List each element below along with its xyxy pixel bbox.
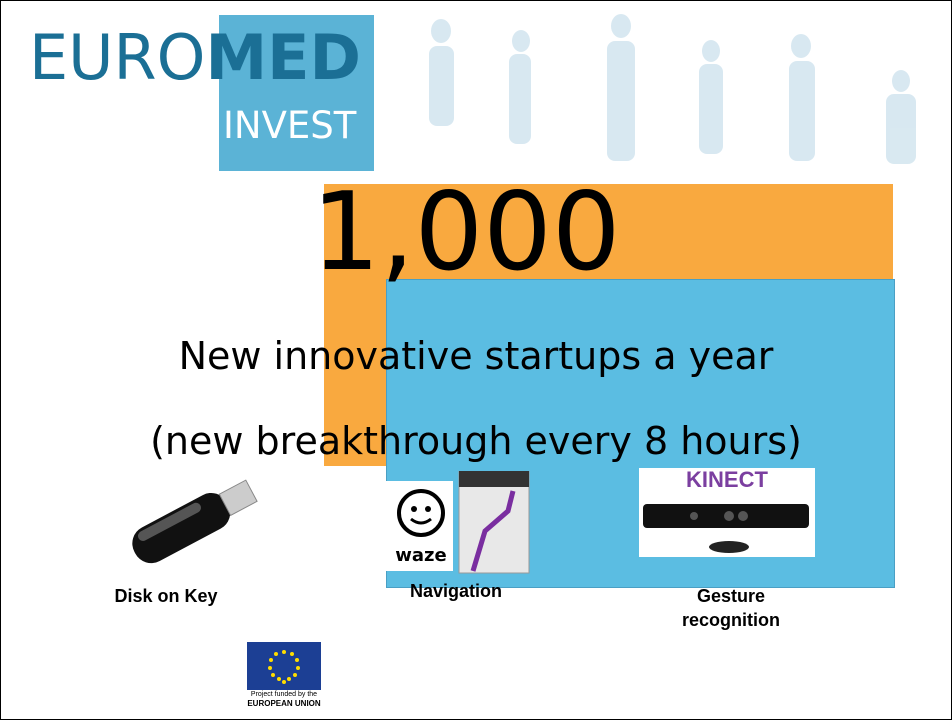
- logo-med: MED: [205, 21, 361, 94]
- caption: Disk on Key: [101, 584, 231, 608]
- usb-image: [106, 471, 271, 571]
- logo-invest: INVEST: [223, 104, 356, 148]
- eu-flag: [247, 642, 321, 690]
- brand: waze: [386, 545, 456, 566]
- caption: Gesture recognition: [661, 584, 801, 632]
- background-people: [381, 1, 951, 176]
- brand: KINECT: [639, 468, 815, 492]
- caption: Navigation: [386, 579, 526, 603]
- logo: EUROMED: [29, 23, 361, 93]
- logo-euro: EURO: [29, 21, 205, 94]
- kinect-image: [639, 492, 815, 557]
- slide: EUROMED INVEST 1,000 New innovative star…: [0, 0, 952, 720]
- text-line: New innovative startups a year: [1, 331, 951, 381]
- text-line: (new breakthrough every 8 hours): [1, 416, 951, 466]
- footer-line: Project funded by the: [241, 690, 327, 699]
- footer-line: EUROPEAN UNION: [241, 699, 327, 709]
- headline: 1,000: [1, 173, 931, 293]
